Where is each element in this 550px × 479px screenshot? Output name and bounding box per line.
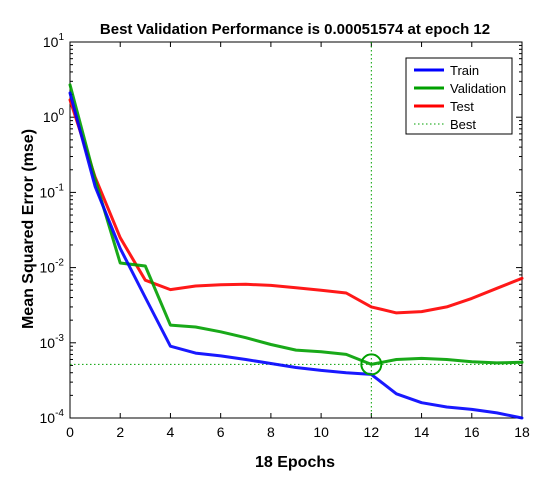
x-tick-label: 2 <box>116 424 124 440</box>
legend-label-validation: Validation <box>450 81 506 96</box>
y-tick-base: 10 <box>40 260 56 276</box>
y-tick-base: 10 <box>40 410 56 426</box>
y-tick-label: 10-4 <box>40 408 65 426</box>
x-tick-label: 8 <box>267 424 275 440</box>
y-tick-exponent: 1 <box>58 32 64 43</box>
legend-label-train: Train <box>450 63 479 78</box>
series-line-validation <box>68 83 524 366</box>
y-tick-exponent: 0 <box>58 107 64 118</box>
plot-area: 0 2 4 6 8 10 12 14 16 1810-410-310-210-1100101Tra… <box>40 32 530 440</box>
series-line-train <box>68 91 524 420</box>
x-tick-label: 0 <box>66 424 74 440</box>
series-line-test <box>68 98 524 315</box>
x-axis-label: 18 Epochs <box>255 454 335 471</box>
y-tick-base: 10 <box>43 34 59 50</box>
y-tick-label: 10-1 <box>40 182 65 200</box>
y-tick-label: 10-2 <box>40 258 65 276</box>
y-tick-exponent: -2 <box>55 258 64 269</box>
y-tick-exponent: -1 <box>55 182 64 193</box>
legend-label-best: Best <box>450 117 476 132</box>
y-tick-base: 10 <box>43 109 59 125</box>
y-tick-exponent: -4 <box>55 408 64 419</box>
best-marker <box>360 353 383 376</box>
legend-label-test: Test <box>450 99 474 114</box>
x-tick-label: 4 <box>167 424 175 440</box>
y-tick-label: 10-3 <box>40 333 65 351</box>
x-tick-label: 16 <box>464 424 480 440</box>
x-tick-label: 10 <box>313 424 329 440</box>
x-tick-label: 18 <box>514 424 530 440</box>
x-tick-label: 14 <box>414 424 430 440</box>
y-tick-label: 101 <box>43 32 65 50</box>
y-tick-base: 10 <box>40 184 56 200</box>
legend: Train Validation Test Best <box>405 57 513 135</box>
x-tick-label: 6 <box>217 424 225 440</box>
x-tick-label: 12 <box>364 424 380 440</box>
y-tick-exponent: -3 <box>55 333 64 344</box>
chart-title: Best Validation Performance is 0.0005157… <box>100 21 490 38</box>
y-tick-label: 100 <box>43 107 65 125</box>
y-axis-label: Mean Squared Error (mse) <box>20 129 37 329</box>
y-tick-base: 10 <box>40 335 56 351</box>
